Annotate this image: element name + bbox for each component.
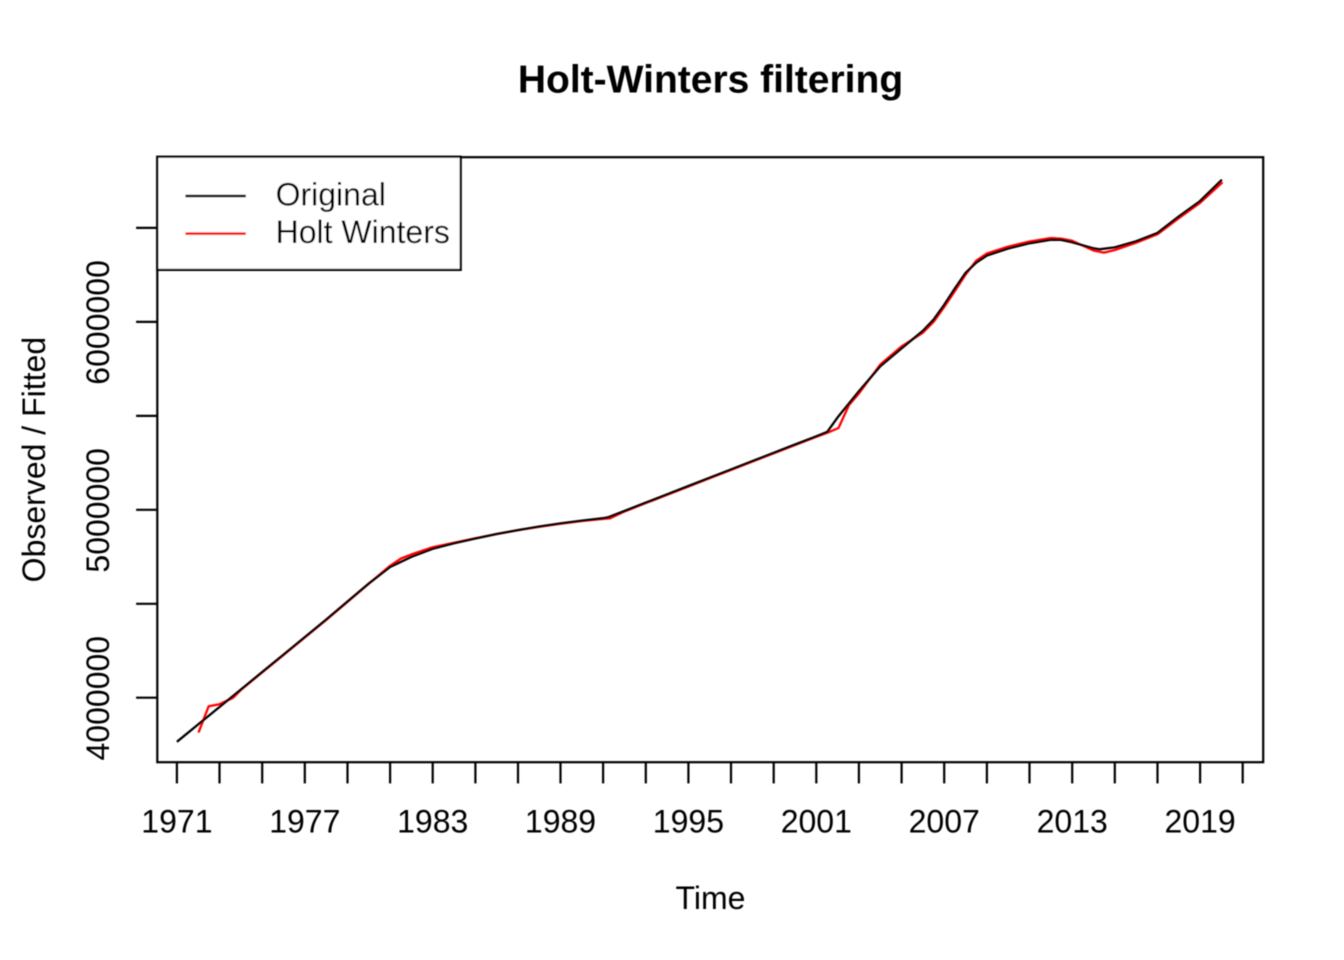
svg-text:Observed / Fitted: Observed / Fitted: [16, 337, 52, 582]
svg-text:1977: 1977: [269, 804, 340, 840]
svg-text:6000000: 6000000: [80, 260, 116, 385]
svg-text:Time: Time: [676, 880, 746, 916]
svg-text:1971: 1971: [141, 804, 212, 840]
svg-text:1983: 1983: [397, 804, 468, 840]
svg-text:Holt Winters: Holt Winters: [276, 214, 450, 250]
svg-text:2019: 2019: [1165, 804, 1236, 840]
svg-text:Original: Original: [276, 176, 386, 212]
svg-text:1995: 1995: [653, 804, 724, 840]
svg-text:2007: 2007: [909, 804, 980, 840]
svg-text:Holt-Winters filtering: Holt-Winters filtering: [518, 59, 903, 102]
svg-text:1989: 1989: [525, 804, 596, 840]
svg-text:4000000: 4000000: [80, 636, 116, 761]
svg-text:5000000: 5000000: [80, 448, 116, 573]
svg-text:2001: 2001: [781, 804, 852, 840]
svg-text:2013: 2013: [1037, 804, 1108, 840]
